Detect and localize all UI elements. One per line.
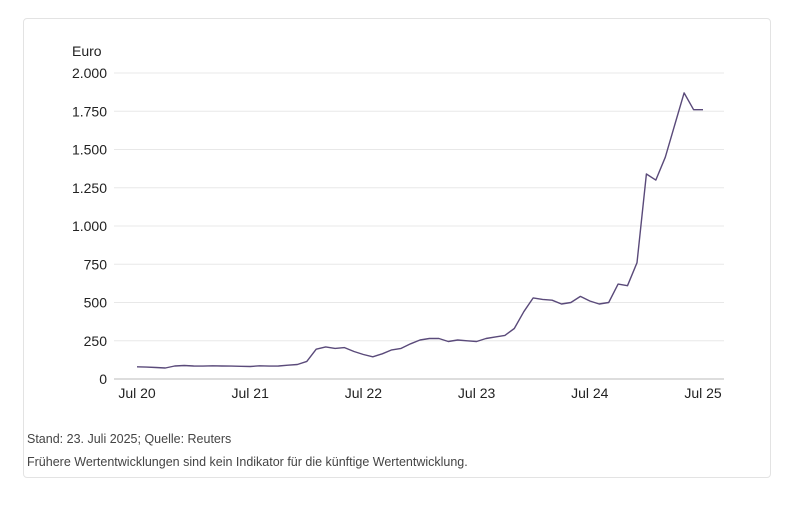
price-chart: 0 250 500 750 1.000 1.250 1.500 1.750 2.000 Jul … [72,43,724,401]
y-tick-label: 500 [84,295,108,311]
x-tick-label: Jul 20 [118,385,156,401]
x-tick-label: Jul 24 [571,385,609,401]
y-axis: 0 250 500 750 1.000 1.250 1.500 1.750 2.000 [72,65,107,387]
series-line [136,92,703,369]
y-tick-label: 1.250 [72,180,107,196]
y-tick-label: 1.500 [72,142,107,158]
y-tick-label: 250 [84,333,108,349]
y-axis-title: Euro [72,43,102,59]
y-tick-label: 2.000 [72,65,107,81]
source-note: Stand: 23. Juli 2025; Quelle: Reuters [27,432,232,446]
y-tick-label: 1.000 [72,218,107,234]
x-tick-label: Jul 22 [345,385,383,401]
x-axis: Jul 20 Jul 21 Jul 22 Jul 23 Jul 24 Jul 25 [118,385,722,401]
grid [114,72,724,380]
x-tick-label: Jul 23 [458,385,496,401]
x-tick-label: Jul 21 [232,385,270,401]
chart-card [23,18,771,478]
y-tick-label: 750 [84,256,108,272]
disclaimer: Frühere Wertentwicklungen sind kein Indi… [27,455,468,469]
y-tick-label: 1.750 [72,103,107,119]
y-tick-label: 0 [99,371,107,387]
x-tick-label: Jul 25 [684,385,722,401]
